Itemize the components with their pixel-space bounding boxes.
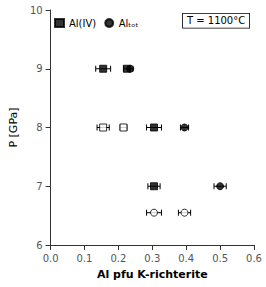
svg-text:0.1: 0.1	[77, 253, 93, 264]
svg-text:8: 8	[36, 122, 42, 133]
svg-text:T = 1100°C: T = 1100°C	[186, 15, 245, 26]
svg-text:7: 7	[36, 181, 42, 192]
svg-text:10: 10	[30, 5, 43, 16]
svg-text:0.0: 0.0	[43, 253, 59, 264]
svg-text:6: 6	[36, 240, 42, 251]
svg-text:9: 9	[36, 63, 42, 74]
svg-text:Alₜₒₜ: Alₜₒₜ	[119, 18, 139, 29]
svg-text:Al(IV): Al(IV)	[69, 18, 96, 29]
svg-text:0.6: 0.6	[246, 253, 262, 264]
svg-text:P [GPa]: P [GPa]	[7, 107, 20, 147]
svg-text:Al pfu K-richterite: Al pfu K-richterite	[97, 268, 208, 281]
svg-text:0.5: 0.5	[212, 253, 228, 264]
svg-text:0.2: 0.2	[110, 253, 126, 264]
svg-text:0.3: 0.3	[144, 253, 160, 264]
svg-text:0.4: 0.4	[178, 253, 194, 264]
